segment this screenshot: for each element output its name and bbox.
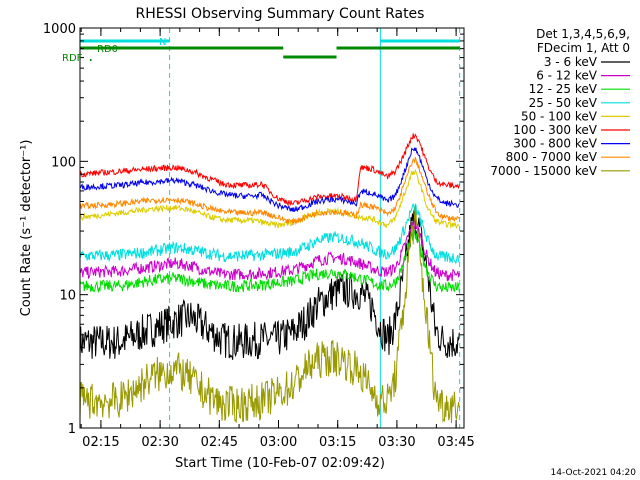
legend: Det 1,3,4,5,6,9, FDecim 1, Att 0 3 - 6 k… [490, 27, 630, 178]
footer-date: 14-Oct-2021 04:20 [551, 468, 637, 478]
y-tick-label: 100 [51, 155, 76, 170]
series-line [79, 133, 460, 207]
y-tick-label: 1 [68, 422, 76, 437]
legend-entry-label: 50 - 100 keV [521, 109, 598, 123]
legend-entry-label: 300 - 800 keV [513, 137, 597, 151]
x-tick-label: 03:30 [378, 435, 415, 450]
legend-entry-label: 3 - 6 keV [544, 55, 598, 69]
flag-label-rd: RD0 [97, 44, 118, 55]
series-line [79, 157, 460, 226]
series-line [79, 208, 460, 361]
legend-entry-label: 6 - 12 keV [536, 69, 598, 83]
flag-bars [80, 39, 460, 61]
x-tick-label: 02:15 [82, 435, 119, 450]
x-tick-label: 03:00 [260, 435, 297, 450]
flag-label-rdf: RDF [62, 53, 83, 64]
x-axis-label: Start Time (10-Feb-07 02:09:42) [175, 456, 385, 471]
y-axis-label: Count Rate (s⁻¹ detector⁻¹) [19, 140, 34, 317]
legend-entry-label: 25 - 50 keV [529, 96, 598, 110]
x-tick-label: 03:15 [319, 435, 356, 450]
series-line [79, 147, 460, 213]
legend-entry-label: 12 - 25 keV [529, 82, 598, 96]
chart-title: RHESSI Observing Summary Count Rates [136, 6, 425, 22]
legend-entry-label: 7000 - 15000 keV [490, 164, 597, 178]
x-tick-label: 02:45 [201, 435, 238, 450]
x-axis: 02:15 02:30 02:45 03:00 03:15 03:30 03:45 [80, 28, 475, 450]
y-tick-label: 1000 [43, 22, 76, 37]
series-line [79, 205, 460, 424]
series-line [79, 168, 460, 230]
x-tick-label: 02:30 [141, 435, 178, 450]
flag-label-n: N [159, 37, 166, 48]
legend-header-line-2: FDecim 1, Att 0 [537, 41, 630, 55]
legend-header-line-1: Det 1,3,4,5,6,9, [536, 27, 630, 41]
plot-frame [79, 27, 465, 429]
series-line [79, 202, 460, 265]
legend-entry-label: 800 - 7000 keV [506, 150, 598, 164]
series-line [79, 230, 460, 294]
series-line [79, 219, 460, 282]
y-tick-label: 10 [59, 289, 76, 304]
legend-entry-label: 100 - 300 keV [513, 123, 597, 137]
x-tick-label: 03:45 [437, 435, 474, 450]
y-axis: 1 10 100 1000 [43, 22, 464, 437]
vertical-markers [169, 28, 461, 428]
series-lines [79, 133, 460, 424]
